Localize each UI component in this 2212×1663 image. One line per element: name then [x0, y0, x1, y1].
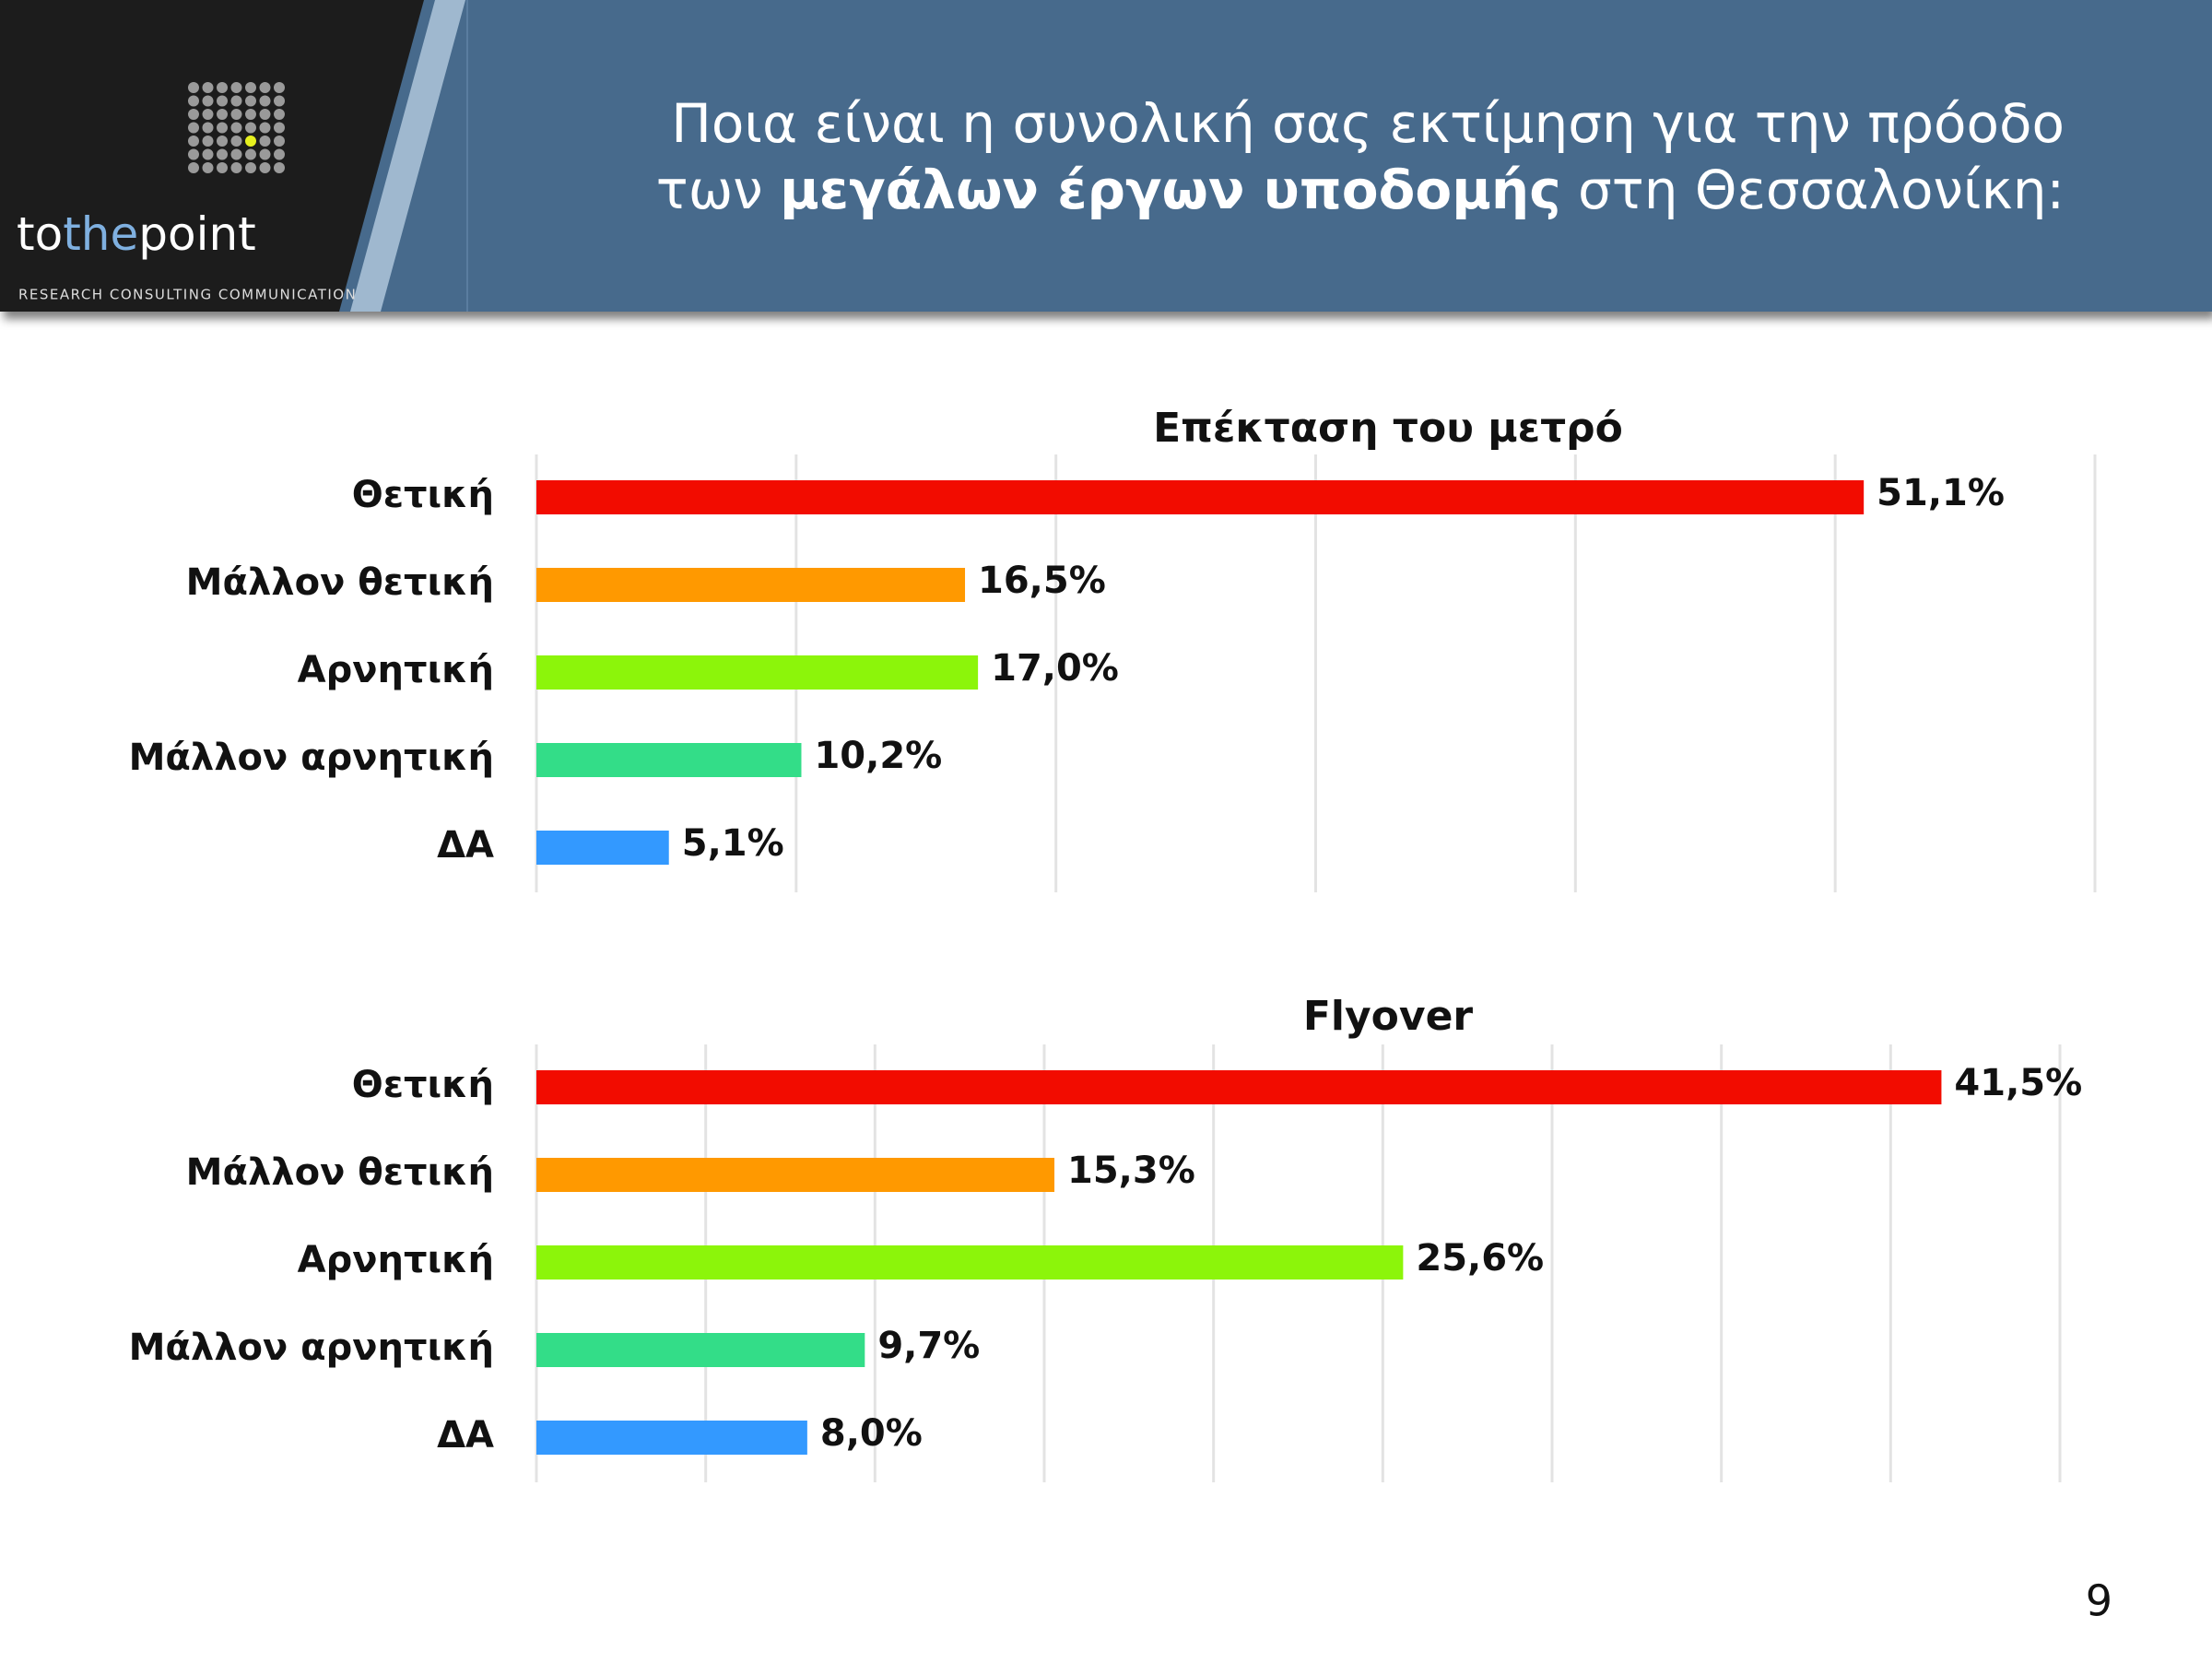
bar — [536, 743, 802, 777]
logo-dot — [259, 162, 271, 173]
logo-dot — [259, 136, 271, 147]
title-bold: μεγάλων έργων υποδομής — [780, 159, 1561, 221]
logo-dot — [188, 136, 199, 147]
logo-tagline: RESEARCH CONSULTING COMMUNICATION — [18, 287, 357, 303]
logo-dot — [202, 82, 214, 93]
category-label: Μάλλον αρνητική — [129, 1327, 494, 1369]
value-label: 17,0% — [991, 647, 1119, 690]
category-label: ΔΑ — [437, 824, 494, 867]
logo-dot — [188, 148, 199, 160]
logo-dot — [217, 109, 228, 120]
logo-dot — [217, 122, 228, 134]
bar — [536, 1070, 1942, 1104]
logo-dot — [274, 136, 285, 147]
category-label: Μάλλον αρνητική — [129, 737, 494, 779]
bar — [536, 480, 1865, 514]
header-band — [0, 0, 2212, 312]
stripe — [350, 0, 465, 312]
logo-text: tothepoint — [17, 207, 256, 261]
category-label: Θετική — [352, 1064, 494, 1106]
logo-to: to — [17, 207, 63, 261]
category-label: Αρνητική — [298, 649, 494, 691]
logo-dot — [274, 95, 285, 107]
logo-dot — [230, 109, 242, 120]
logo-dot — [202, 109, 214, 120]
logo-dot — [217, 95, 228, 107]
logo-dot — [245, 95, 256, 107]
chart-title: Flyover — [1303, 993, 1474, 1040]
value-label: 10,2% — [814, 735, 942, 777]
logo-dot — [188, 95, 199, 107]
logo-dot — [202, 136, 214, 147]
logo-dots — [188, 82, 285, 173]
logo-dot — [259, 122, 271, 134]
page-number: 9 — [2086, 1576, 2112, 1626]
logo-dot — [230, 95, 242, 107]
logo-dot — [245, 109, 256, 120]
logo-dot — [230, 122, 242, 134]
value-label: 41,5% — [1954, 1062, 2082, 1104]
logo-dot — [259, 82, 271, 93]
logo-dot — [245, 82, 256, 93]
bar — [536, 655, 979, 690]
logo-dot — [188, 82, 199, 93]
logo-dot — [202, 162, 214, 173]
logo-dot — [274, 109, 285, 120]
logo-dot — [274, 148, 285, 160]
logo-dot — [274, 122, 285, 134]
logo-dot — [188, 122, 199, 134]
logo-dot — [230, 82, 242, 93]
logo-point: point — [138, 207, 256, 261]
header-title-2: των μεγάλων έργων υποδομής στη Θεσσαλονί… — [656, 159, 2065, 221]
title-end: στη Θεσσαλονίκη: — [1578, 159, 2065, 221]
bar — [536, 1421, 807, 1455]
logo-dot — [217, 148, 228, 160]
logo-dot — [259, 95, 271, 107]
bar — [536, 568, 966, 602]
logo-dot — [202, 122, 214, 134]
bar — [536, 1158, 1055, 1192]
value-label: 9,7% — [877, 1325, 980, 1367]
logo-dot — [217, 136, 228, 147]
value-label: 8,0% — [820, 1412, 923, 1455]
logo-dot — [245, 122, 256, 134]
title-start: των — [656, 159, 763, 221]
category-label: Μάλλον θετική — [186, 1151, 494, 1194]
logo-dot — [188, 109, 199, 120]
logo-dot — [230, 162, 242, 173]
logo-dot — [188, 162, 199, 173]
logo-the: the — [63, 207, 138, 261]
value-label: 5,1% — [682, 822, 784, 865]
logo-dot — [274, 162, 285, 173]
logo-dot — [230, 136, 242, 147]
category-label: ΔΑ — [437, 1414, 494, 1457]
logo-dot — [259, 148, 271, 160]
logo-dot — [202, 148, 214, 160]
value-label: 51,1% — [1877, 472, 2005, 514]
chart-title: Επέκταση του μετρό — [1153, 405, 1623, 452]
bar — [536, 831, 669, 865]
logo-dot — [245, 148, 256, 160]
bar — [536, 1245, 1404, 1280]
logo-dot — [259, 109, 271, 120]
logo-dot — [245, 162, 256, 173]
logo-dot — [245, 136, 256, 147]
logo-dot — [274, 82, 285, 93]
header-title: Ποια είναι η συνολική σας εκτίμηση για τ… — [671, 92, 2065, 155]
value-label: 15,3% — [1067, 1150, 1195, 1192]
logo-dot — [217, 162, 228, 173]
category-label: Μάλλον θετική — [186, 561, 494, 604]
logo-dot — [202, 95, 214, 107]
bar — [536, 1333, 865, 1367]
category-label: Αρνητική — [298, 1239, 494, 1281]
value-label: 16,5% — [978, 560, 1106, 602]
category-label: Θετική — [352, 474, 494, 516]
logo-dot — [217, 82, 228, 93]
logo-dot — [230, 148, 242, 160]
value-label: 25,6% — [1416, 1237, 1544, 1280]
